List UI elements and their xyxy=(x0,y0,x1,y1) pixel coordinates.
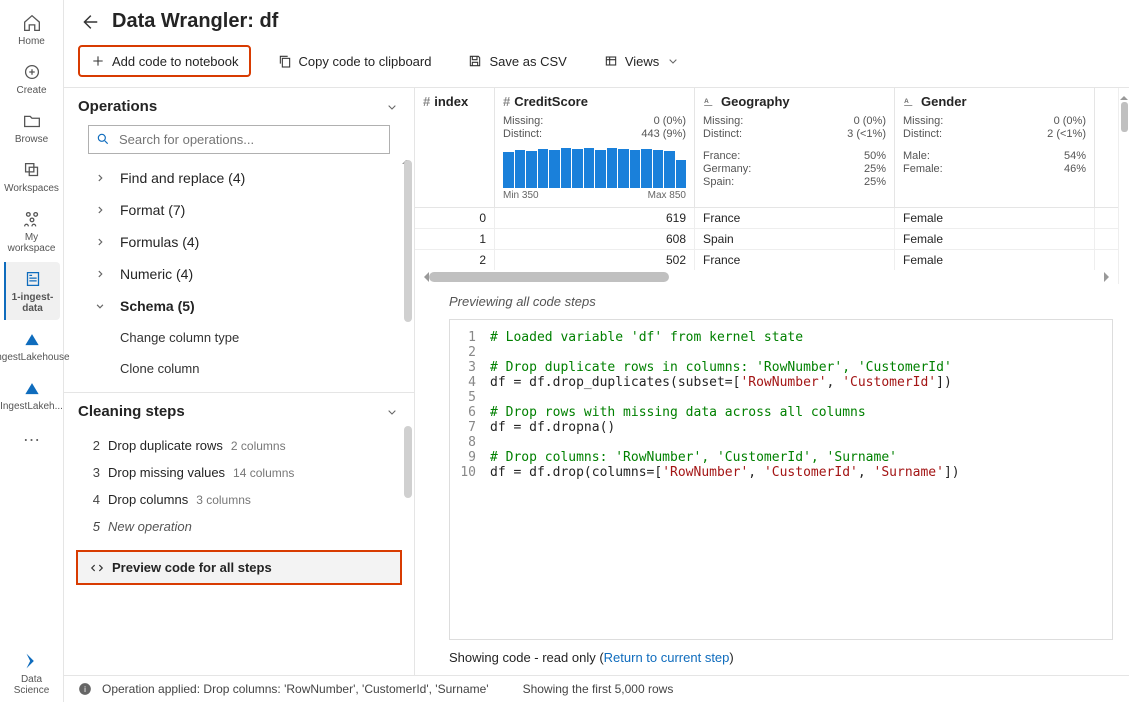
nav-rail: HomeCreateBrowseWorkspacesMy workspace1-… xyxy=(0,0,64,702)
code-line: 8 xyxy=(450,435,1112,450)
return-link[interactable]: Return to current step xyxy=(604,650,730,665)
op-subitem[interactable]: Change column type xyxy=(80,322,414,353)
operations-header[interactable]: Operations xyxy=(64,88,414,121)
code-line: 3# Drop duplicate rows in columns: 'RowN… xyxy=(450,360,1112,375)
titlebar: Data Wrangler: df xyxy=(64,0,1129,39)
search-icon xyxy=(96,132,110,146)
op-item[interactable]: Formulas (4) xyxy=(80,226,414,258)
table-row[interactable]: 2502FranceFemale xyxy=(415,250,1118,270)
table-row[interactable]: 0619FranceFemale xyxy=(415,208,1118,229)
chevron-down-icon xyxy=(384,99,400,115)
op-subitem[interactable]: Clone column xyxy=(80,353,414,384)
nav-browse[interactable]: Browse xyxy=(4,104,60,151)
op-item[interactable]: Format (7) xyxy=(80,194,414,226)
nav-datascience[interactable]: Data Science xyxy=(4,644,60,702)
nav-more[interactable]: … xyxy=(4,420,60,452)
nav-lakeh1[interactable]: IngestLakehouse xyxy=(4,322,60,369)
operations-title: Operations xyxy=(78,98,157,115)
plus-icon xyxy=(90,53,106,69)
add-code-label: Add code to notebook xyxy=(112,54,239,69)
chevron-down-icon xyxy=(384,404,400,420)
footer-post: ) xyxy=(729,650,733,665)
nav-create[interactable]: Create xyxy=(4,55,60,102)
steps-title: Cleaning steps xyxy=(78,403,185,420)
page-title: Data Wrangler: df xyxy=(112,10,278,33)
steps-list: 2Drop duplicate rows2 columns3Drop missi… xyxy=(64,426,414,546)
grid-header: #index#CreditScoreMissing:0 (0%)Distinct… xyxy=(415,88,1118,208)
back-icon[interactable] xyxy=(78,11,100,33)
v-scrollbar[interactable] xyxy=(1118,88,1129,284)
scrollbar[interactable] xyxy=(404,160,412,322)
col-geo[interactable]: AGeographyMissing:0 (0%)Distinct:3 (<1%)… xyxy=(695,88,895,207)
data-rows: 0619FranceFemale1608SpainFemale2502Franc… xyxy=(415,208,1118,270)
toolbar: Add code to notebook Copy code to clipbo… xyxy=(64,39,1129,88)
scrollbar[interactable] xyxy=(404,426,412,498)
search-input[interactable] xyxy=(88,125,390,154)
chevron-down-icon xyxy=(665,53,681,69)
code-footer: Showing code - read only (Return to curr… xyxy=(449,640,1113,671)
col-index[interactable]: #index xyxy=(415,88,495,207)
step-row[interactable]: 4Drop columns3 columns xyxy=(64,486,414,513)
code-line: 1# Loaded variable 'df' from kernel stat… xyxy=(450,330,1112,345)
col-credit[interactable]: #CreditScoreMissing:0 (0%)Distinct:443 (… xyxy=(495,88,695,207)
views-label: Views xyxy=(625,54,659,69)
code-line: 2 xyxy=(450,345,1112,360)
op-item[interactable]: Find and replace (4) xyxy=(80,162,414,194)
h-scrollbar[interactable] xyxy=(415,270,1118,284)
status-bar: i Operation applied: Drop columns: 'RowN… xyxy=(64,675,1129,702)
code-line: 4df = df.drop_duplicates(subset=['RowNum… xyxy=(450,375,1112,390)
copy-code-button[interactable]: Copy code to clipboard xyxy=(267,47,442,75)
status-rows: Showing the first 5,000 rows xyxy=(523,682,674,696)
side-panel: Operations Find and replace (4)Format (7… xyxy=(64,88,415,675)
op-item[interactable]: Schema (5) xyxy=(80,290,414,322)
code-line: 6# Drop rows with missing data across al… xyxy=(450,405,1112,420)
step-row[interactable]: 3Drop missing values14 columns xyxy=(64,459,414,486)
save-icon xyxy=(467,53,483,69)
code-preview-title: Previewing all code steps xyxy=(449,294,1113,309)
nav-workspaces[interactable]: Workspaces xyxy=(4,153,60,200)
op-item[interactable]: Numeric (4) xyxy=(80,258,414,290)
copy-icon xyxy=(277,53,293,69)
nav-lakeh2[interactable]: IngestLakeh... xyxy=(4,371,60,418)
operations-list: Find and replace (4)Format (7)Formulas (… xyxy=(64,160,414,392)
save-csv-button[interactable]: Save as CSV xyxy=(457,47,576,75)
content-area: #index#CreditScoreMissing:0 (0%)Distinct… xyxy=(415,88,1129,675)
code-icon xyxy=(90,561,104,575)
svg-text:A: A xyxy=(904,98,909,105)
code-line: 10df = df.drop(columns=['RowNumber', 'Cu… xyxy=(450,465,1112,480)
nav-home[interactable]: Home xyxy=(4,6,60,53)
footer-pre: Showing code - read only ( xyxy=(449,650,604,665)
col-gender[interactable]: AGenderMissing:0 (0%)Distinct:2 (<1%)Mal… xyxy=(895,88,1095,207)
info-icon: i xyxy=(78,682,92,696)
code-line: 5 xyxy=(450,390,1112,405)
save-label: Save as CSV xyxy=(489,54,566,69)
status-msg: Operation applied: Drop columns: 'RowNum… xyxy=(102,682,489,696)
views-icon xyxy=(603,53,619,69)
code-line: 9# Drop columns: 'RowNumber', 'CustomerI… xyxy=(450,450,1112,465)
step-row[interactable]: 2Drop duplicate rows2 columns xyxy=(64,432,414,459)
views-button[interactable]: Views xyxy=(593,47,691,75)
svg-text:i: i xyxy=(84,685,86,694)
add-code-button[interactable]: Add code to notebook xyxy=(78,45,251,77)
nav-ingest[interactable]: 1-ingest-data xyxy=(4,262,60,320)
code-line: 7df = df.dropna() xyxy=(450,420,1112,435)
preview-code-button[interactable]: Preview code for all steps xyxy=(76,550,402,585)
svg-text:A: A xyxy=(704,98,709,105)
table-row[interactable]: 1608SpainFemale xyxy=(415,229,1118,250)
code-box: 1# Loaded variable 'df' from kernel stat… xyxy=(449,319,1113,640)
steps-header[interactable]: Cleaning steps xyxy=(64,392,414,426)
copy-label: Copy code to clipboard xyxy=(299,54,432,69)
step-row[interactable]: 5New operation xyxy=(64,513,414,540)
preview-label: Preview code for all steps xyxy=(112,560,272,575)
nav-myws[interactable]: My workspace xyxy=(4,202,60,260)
